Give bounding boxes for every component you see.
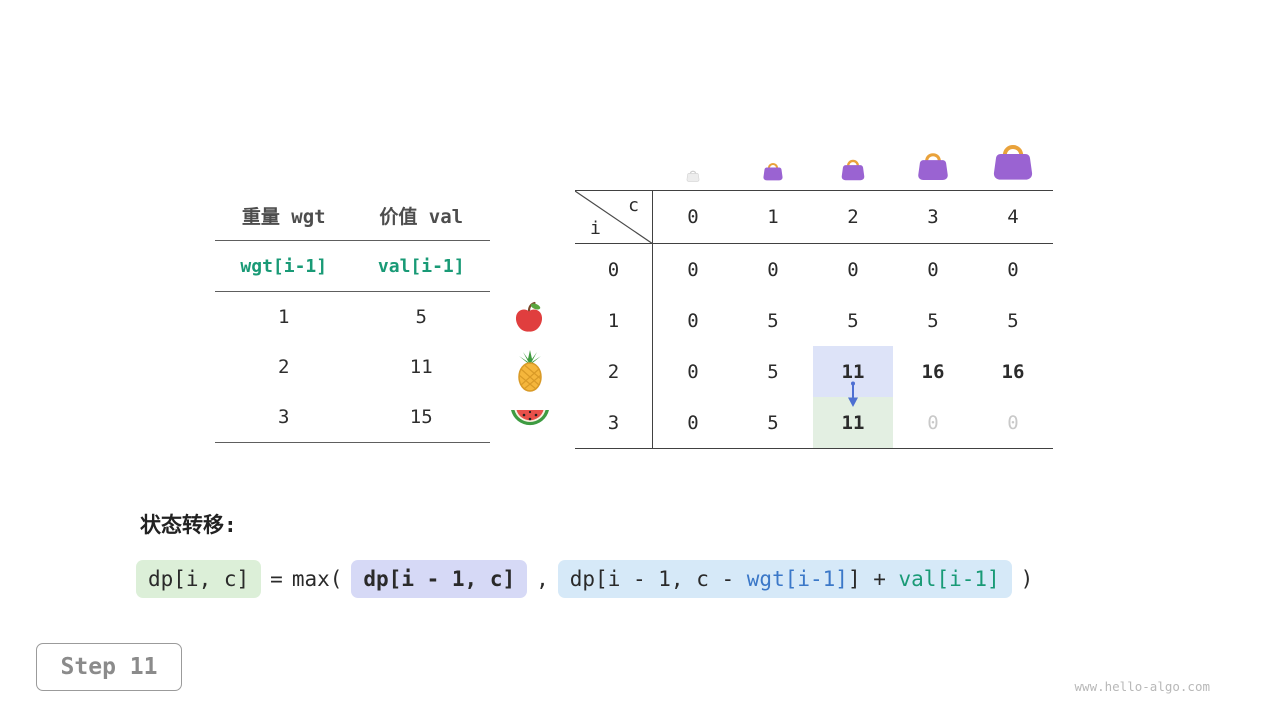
dp-cell-0-4: 0 xyxy=(1007,258,1019,281)
arg2-val-term: val[i-1] xyxy=(898,567,1000,591)
items-table-formula-row: wgt[i-1] val[i-1] xyxy=(215,241,490,292)
equals-sign: = xyxy=(270,567,283,591)
dp-col-header-4: 4 xyxy=(973,191,1053,244)
item-row-1: 1 5 xyxy=(215,292,490,342)
corner-i-label: i xyxy=(590,218,601,239)
transition-label: 状态转移: xyxy=(140,513,237,537)
item-2-value: 11 xyxy=(409,356,433,378)
transition-arrow-icon xyxy=(844,381,862,413)
val-formula-cell: val[i-1] xyxy=(377,255,465,277)
dp-cell-3-3: 0 xyxy=(927,411,939,434)
dp-col-header-2: 2 xyxy=(813,191,893,244)
dp-row-label-1: 1 xyxy=(575,295,653,346)
items-col-header-value: 价值 val xyxy=(379,205,464,228)
arg2-mid: ] + xyxy=(847,567,899,591)
dp-row-label-0: 0 xyxy=(575,244,653,295)
bag-capacity-1-icon xyxy=(762,159,784,185)
dp-table: c i 0 1 2 3 4 0 0 0 0 0 0 1 0 5 5 5 5 2 … xyxy=(575,190,1053,449)
dp-cell-2-1: 5 xyxy=(767,360,779,383)
formula-arg2-chip: dp[i - 1, c - wgt[i-1]] + val[i-1] xyxy=(557,560,1012,598)
dp-cell-2-3: 16 xyxy=(921,360,945,383)
bag-capacity-0-icon xyxy=(686,167,700,186)
item-1-weight: 1 xyxy=(278,306,290,328)
dp-cell-0-3: 0 xyxy=(927,258,939,281)
items-table: 重量 wgt 价值 val wgt[i-1] val[i-1] 1 5 2 11… xyxy=(215,190,490,443)
pineapple-icon xyxy=(514,349,546,397)
watermelon-icon xyxy=(509,405,551,439)
apple-icon xyxy=(512,301,546,339)
bag-capacity-3-icon xyxy=(916,147,950,185)
dp-cell-3-1: 5 xyxy=(767,411,779,434)
item-row-3: 3 15 xyxy=(215,392,490,442)
formula-lhs-chip: dp[i, c] xyxy=(136,560,262,598)
dp-cell-3-0: 0 xyxy=(687,411,699,434)
dp-col-header-1: 1 xyxy=(733,191,813,244)
items-table-header-row: 重量 wgt 价值 val xyxy=(215,190,490,241)
dp-cell-0-0: 0 xyxy=(687,258,699,281)
step-box: Step 11 xyxy=(36,643,182,691)
dp-col-header-3: 3 xyxy=(893,191,973,244)
item-row-2: 2 11 xyxy=(215,342,490,392)
close-paren: ) xyxy=(1020,567,1034,591)
step-label: Step 11 xyxy=(60,654,158,680)
bag-capacity-2-icon xyxy=(840,155,866,185)
watermark: www.hello-algo.com xyxy=(1074,679,1210,694)
corner-c-label: c xyxy=(628,195,639,216)
dp-cell-1-0: 0 xyxy=(687,309,699,332)
item-1-value: 5 xyxy=(415,306,427,328)
items-col-header-weight: 重量 wgt xyxy=(241,205,326,228)
dp-cell-3-4: 0 xyxy=(1007,411,1019,434)
dp-corner-cell: c i xyxy=(575,191,653,244)
corner-diagonal-line xyxy=(575,191,653,244)
item-3-weight: 3 xyxy=(278,406,290,428)
bag-capacity-4-icon xyxy=(991,137,1035,185)
max-open: max( xyxy=(291,567,343,591)
comma: , xyxy=(536,567,549,591)
arg2-wgt-term: wgt[i-1] xyxy=(746,567,848,591)
dp-cell-1-4: 5 xyxy=(1007,309,1019,332)
dp-row-label-3: 3 xyxy=(575,397,653,448)
wgt-formula-cell: wgt[i-1] xyxy=(240,255,328,277)
dp-cell-1-1: 5 xyxy=(767,309,779,332)
dp-cell-1-2: 5 xyxy=(847,309,859,332)
item-2-weight: 2 xyxy=(278,356,290,378)
dp-cell-1-3: 5 xyxy=(927,309,939,332)
dp-col-header-0: 0 xyxy=(653,191,733,244)
item-3-value: 15 xyxy=(409,406,433,428)
dp-cell-2-4: 16 xyxy=(1001,360,1025,383)
transition-formula: dp[i, c] = max( dp[i - 1, c] , dp[i - 1,… xyxy=(136,560,1033,598)
dp-cell-2-0: 0 xyxy=(687,360,699,383)
dp-cell-0-2: 0 xyxy=(847,258,859,281)
dp-cell-0-1: 0 xyxy=(767,258,779,281)
dp-row-label-2: 2 xyxy=(575,346,653,397)
formula-arg1-chip: dp[i - 1, c] xyxy=(351,560,528,598)
arg2-head: dp[i - 1, c - xyxy=(569,567,747,591)
